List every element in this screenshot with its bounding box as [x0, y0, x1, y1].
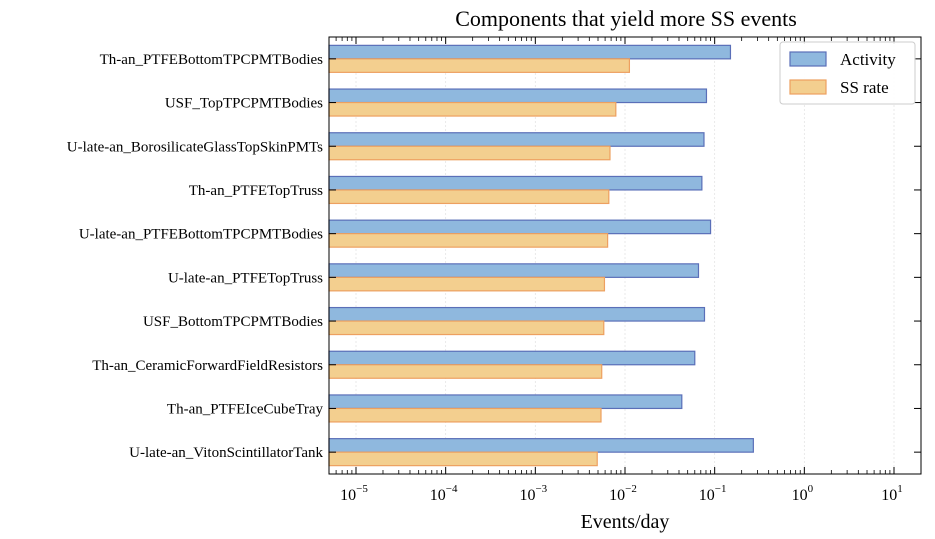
category-label: Th-an_PTFETopTruss — [189, 183, 323, 199]
x-tick-label: 101 — [881, 483, 903, 504]
x-tick-exponent: −4 — [446, 483, 458, 495]
legend: Activity SS rate — [779, 41, 916, 105]
ss-rate-bar — [328, 451, 598, 467]
activity-bar — [328, 263, 700, 278]
bars — [328, 44, 754, 467]
ss-rate-bar — [328, 364, 603, 379]
category-label: U-late-an_PTFEBottomTPCPMTBodies — [79, 227, 323, 243]
x-tick-exponent: 0 — [808, 483, 814, 495]
ss-rate-bar — [328, 101, 617, 117]
ss-rate-bar — [328, 145, 611, 161]
x-tick-base: 10 — [609, 487, 625, 504]
ss-rate-bar — [328, 276, 606, 292]
category-label: U-late-an_BorosilicateGlassTopSkinPMTs — [67, 139, 323, 155]
ss-rate-bar — [328, 407, 602, 423]
category-label: Th-an_PTFEIceCubeTray — [167, 401, 324, 417]
x-tick-base: 10 — [792, 487, 808, 504]
axis-ticks: 10−5 10−4 10−3 10−2 10−1 100 101 — [329, 37, 921, 504]
x-tick-base: 10 — [519, 487, 535, 504]
x-tick-exponent: −1 — [715, 483, 727, 495]
x-axis-label: Events/day — [581, 511, 670, 533]
activity-bar — [328, 219, 712, 235]
ss-rate-bar — [328, 233, 609, 248]
legend-label: SS rate — [840, 78, 889, 97]
x-tick-label: 10−3 — [519, 483, 547, 504]
category-label: USF_TopTPCPMTBodies — [165, 96, 323, 112]
x-tick-label: 100 — [792, 483, 814, 504]
activity-bar — [328, 350, 696, 366]
activity-bar — [328, 394, 683, 410]
x-tick-base: 10 — [430, 487, 446, 504]
activity-bar — [328, 88, 708, 104]
activity-bar — [328, 132, 705, 147]
x-tick-label: 10−1 — [699, 483, 727, 504]
category-labels: Th-an_PTFEBottomTPCPMTBodies USF_TopTPCPM… — [67, 52, 324, 461]
x-tick-base: 10 — [699, 487, 715, 504]
category-label: U-late-an_PTFETopTruss — [168, 270, 323, 286]
activity-bar — [328, 306, 706, 322]
x-tick-label: 10−2 — [609, 483, 637, 504]
category-label: USF_BottomTPCPMTBodies — [143, 314, 323, 330]
category-label: Th-an_PTFEBottomTPCPMTBodies — [100, 52, 324, 68]
x-tick-exponent: −2 — [625, 483, 637, 495]
activity-bar — [328, 175, 703, 191]
legend-label: Activity — [840, 50, 896, 69]
category-label: Th-an_CeramicForwardFieldResistors — [92, 358, 323, 374]
x-tick-label: 10−4 — [430, 483, 458, 504]
x-tick-base: 10 — [340, 487, 356, 504]
ss-rate-bar — [328, 189, 610, 205]
x-tick-label: 10−5 — [340, 483, 368, 504]
ss-rate-bar — [328, 58, 631, 73]
x-tick-exponent: 1 — [897, 483, 903, 495]
chart-title: Components that yield more SS events — [455, 6, 797, 31]
ss-rate-bar — [328, 320, 605, 336]
activity-bar — [328, 438, 754, 453]
legend-swatch — [789, 51, 827, 67]
x-tick-base: 10 — [881, 487, 897, 504]
activity-bar — [328, 44, 732, 60]
x-tick-exponent: −5 — [356, 483, 368, 495]
plot-frame — [328, 36, 922, 475]
category-label: U-late-an_VitonScintillatorTank — [129, 445, 323, 461]
x-tick-exponent: −3 — [535, 483, 547, 495]
legend-swatch — [789, 79, 827, 95]
